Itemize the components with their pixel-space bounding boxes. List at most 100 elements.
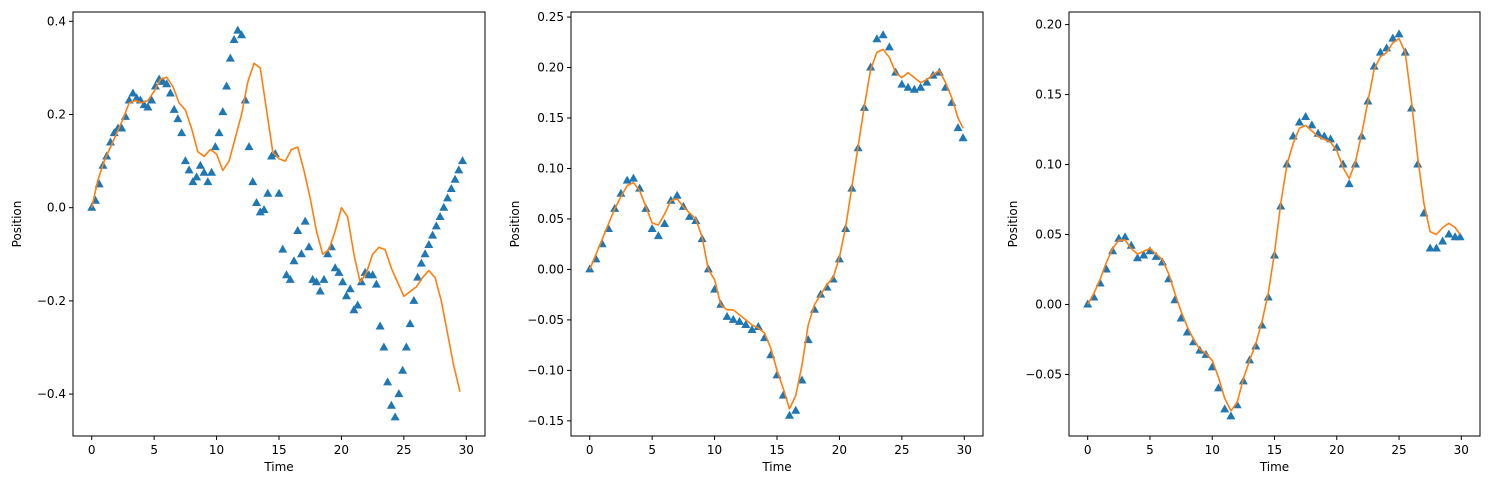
scatter-point [319,274,329,283]
scatter-point [293,225,303,234]
scatter-point [199,167,209,176]
scatter-point [728,314,738,323]
scatter-point [1413,159,1423,168]
y-axis-label: Position [1006,201,1020,248]
x-tick-label: 20 [832,443,847,457]
series-line [1086,37,1461,412]
x-tick-label: 20 [334,443,349,457]
scatter-point [878,30,888,39]
scatter-point [349,305,359,314]
scatter-point [903,82,913,91]
scatter-point [1431,243,1441,252]
scatter-point [371,279,381,288]
scatter-point [1344,179,1354,188]
scatter-point [270,149,280,158]
x-tick-label: 15 [1267,443,1282,457]
scatter-point [450,174,460,183]
scatter-point [330,263,340,272]
scatter-point [647,224,657,233]
scatter-point [233,25,243,34]
x-tick-label: 5 [150,443,158,457]
scatter-point [1151,251,1161,260]
subplot-1: 0 5 10 15 20 25 30 −0.4 −0.2 0.0 0.2 0.4 Time Positio… [10,11,486,474]
scatter-point [635,183,645,192]
y-tick-label: 0.05 [1035,227,1062,241]
scatter-point [379,342,389,351]
scatter-point [722,311,732,320]
scatter-point [214,128,224,137]
scatter-point [386,400,396,409]
scatter-point [259,205,269,214]
y-axis-label: Position [10,201,24,248]
scatter-point [338,277,348,286]
plot-area [1083,29,1465,420]
scatter-point [353,300,363,309]
scatter-point [1133,253,1142,262]
scatter-point [443,193,453,202]
y-tick-label: 0.2 [47,108,66,122]
series-line [588,48,964,410]
y-tick-label: 0.20 [537,61,564,75]
scatter-point [405,319,415,328]
scatter-point [884,42,894,51]
scatter-point [1425,243,1435,252]
scatter-point [413,272,423,281]
scatter-point [323,249,333,258]
y-tick-label: 0.20 [1035,18,1062,32]
scatter-point [143,102,153,111]
x-axis-label: Time [761,460,791,474]
scatter-point [334,267,344,276]
scatter-point [747,325,757,333]
scatter-point [1139,250,1149,259]
scatter-point [922,77,932,86]
x-tick-label: 25 [894,443,909,457]
scatter-point [255,207,265,216]
scatter-point [439,202,449,211]
scatter-point [1369,61,1379,70]
scatter-point [229,34,239,43]
scatter-point [281,270,291,279]
y-tick-label: −0.10 [527,363,564,377]
scatter-point [177,128,187,137]
scatter-point [428,230,438,239]
x-tick-label: 5 [648,443,656,457]
scatter-point [685,211,695,220]
scatter-point [345,284,355,293]
scatter-point [162,79,172,88]
scatter-point [401,342,411,351]
y-tick-label: 0.00 [1035,297,1062,311]
scatter-point [1120,232,1130,241]
scatter-point [218,107,228,116]
y-tick-label: −0.4 [37,387,66,401]
scatter-point [454,165,464,174]
scatter-point [416,258,426,267]
y-tick-label: 0.15 [537,111,564,125]
x-tick-label: 25 [396,443,411,457]
scatter-point [1444,229,1454,238]
scatter-point [368,270,378,279]
scatter-point [660,219,670,227]
scatter-point [1294,117,1304,126]
scatter-point [1182,327,1192,336]
y-axis-label: Position [508,201,522,248]
scatter-point [446,184,456,193]
scatter-point [872,34,882,43]
y-tick-label: −0.05 [527,313,564,327]
y-tick-label: −0.15 [527,414,564,428]
x-axis-label: Time [1259,460,1289,474]
scatter-point [263,188,273,197]
scatter-point [1145,246,1155,255]
scatter-point [916,82,926,91]
x-tick-label: 0 [586,443,594,457]
y-tick-label: 0.15 [1035,88,1062,102]
scatter-point [375,321,385,330]
scatter-point [252,198,262,207]
scatter-point [188,177,198,186]
y-tick-label: 0.10 [537,161,564,175]
scatter-point [420,249,430,258]
scatter-point [311,277,321,286]
y-tick-label: 0.05 [537,212,564,226]
scatter-point [1455,232,1465,241]
scatter-point [207,167,217,176]
scatter-point [237,30,247,39]
